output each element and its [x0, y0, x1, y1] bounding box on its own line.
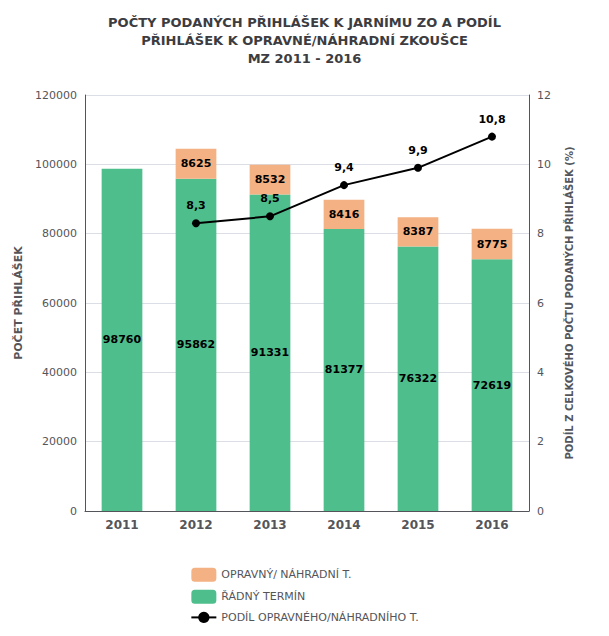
svg-text:6: 6: [537, 297, 544, 310]
svg-text:2015: 2015: [401, 518, 434, 532]
svg-text:8775: 8775: [477, 238, 508, 251]
svg-text:10,8: 10,8: [478, 113, 505, 126]
svg-text:2011: 2011: [105, 518, 138, 532]
svg-text:8532: 8532: [255, 173, 286, 186]
svg-text:2014: 2014: [327, 518, 360, 532]
svg-text:20000: 20000: [42, 435, 77, 448]
svg-text:2: 2: [537, 435, 544, 448]
svg-text:POČTY PODANÝCH PŘIHLÁŠEK K JAR: POČTY PODANÝCH PŘIHLÁŠEK K JARNÍMU ZO A …: [108, 15, 501, 30]
svg-text:4: 4: [537, 366, 544, 379]
svg-text:0: 0: [70, 505, 77, 518]
svg-text:8416: 8416: [329, 208, 360, 221]
svg-text:60000: 60000: [42, 297, 77, 310]
svg-text:8,3: 8,3: [186, 199, 206, 212]
svg-text:9,4: 9,4: [334, 161, 354, 174]
svg-text:98760: 98760: [103, 333, 142, 346]
svg-text:72619: 72619: [473, 379, 511, 392]
svg-text:91331: 91331: [251, 346, 289, 359]
svg-text:2013: 2013: [253, 518, 286, 532]
svg-text:ŘÁDNÝ TERMÍN: ŘÁDNÝ TERMÍN: [221, 590, 305, 603]
svg-text:12: 12: [537, 89, 551, 102]
svg-text:81377: 81377: [325, 363, 363, 376]
svg-text:100000: 100000: [35, 158, 77, 171]
svg-text:POČET PŘIHLÁŠEK: POČET PŘIHLÁŠEK: [12, 246, 25, 360]
svg-text:8387: 8387: [403, 225, 434, 238]
svg-text:8,5: 8,5: [260, 192, 280, 205]
svg-text:8: 8: [537, 227, 544, 240]
svg-text:OPRAVNÝ/ NÁHRADNÍ T.: OPRAVNÝ/ NÁHRADNÍ T.: [221, 568, 351, 581]
svg-text:76322: 76322: [399, 372, 437, 385]
svg-text:0: 0: [537, 505, 544, 518]
svg-text:PŘIHLÁŠEK K OPRAVNÉ/NÁHRADNÍ Z: PŘIHLÁŠEK K OPRAVNÉ/NÁHRADNÍ ZKOUŠCE: [141, 33, 468, 48]
svg-text:PODÍL Z CELKOVÉHO POČTU PODANÝ: PODÍL Z CELKOVÉHO POČTU PODANÝCH PŘIHLÁŠ…: [563, 147, 575, 460]
svg-text:2012: 2012: [179, 518, 212, 532]
svg-text:9,9: 9,9: [408, 144, 428, 157]
svg-text:40000: 40000: [42, 366, 77, 379]
svg-text:MZ 2011 - 2016: MZ 2011 - 2016: [248, 51, 362, 66]
svg-text:2016: 2016: [475, 518, 508, 532]
svg-text:95862: 95862: [177, 338, 215, 351]
svg-text:10: 10: [537, 158, 551, 171]
svg-text:80000: 80000: [42, 227, 77, 240]
svg-text:120000: 120000: [35, 89, 77, 102]
svg-text:8625: 8625: [181, 157, 212, 170]
svg-text:PODÍL OPRAVNÉHO/NÁHRADNÍHO T.: PODÍL OPRAVNÉHO/NÁHRADNÍHO T.: [221, 611, 418, 624]
